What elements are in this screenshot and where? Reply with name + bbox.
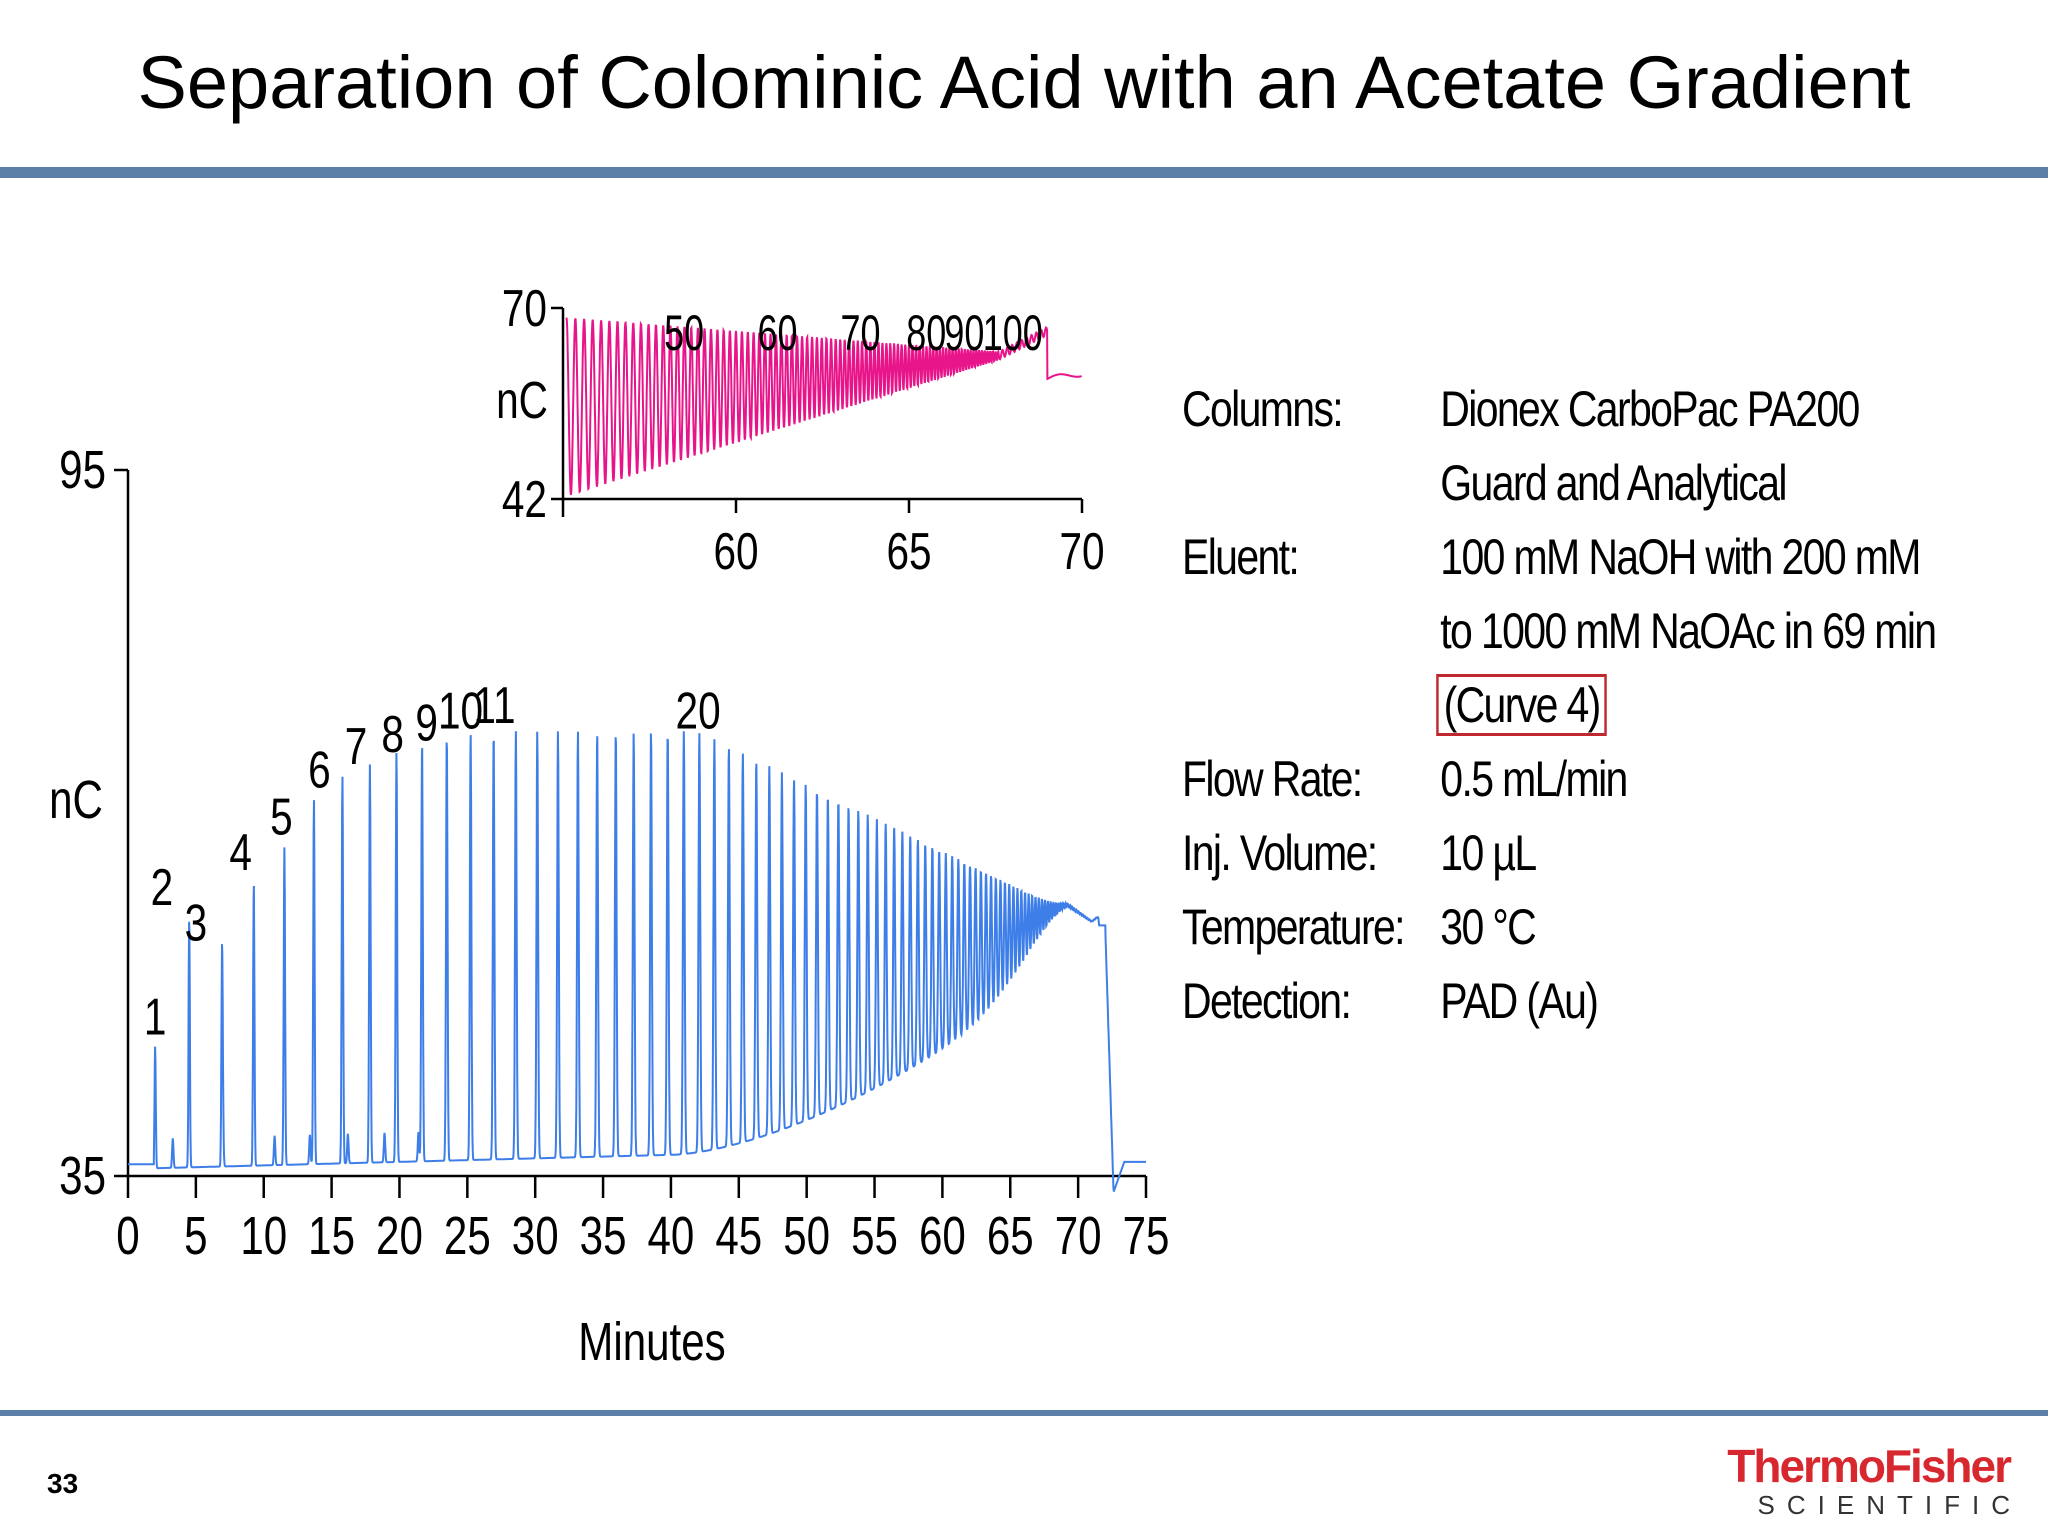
condition-label: Columns: — [1182, 381, 1344, 437]
x-tick-label: 25 — [444, 1206, 491, 1266]
condition-value: 30 °C — [1440, 890, 1536, 964]
condition-row: Inj. Volume: 10 µL — [1182, 816, 1863, 890]
x-tick-label: 60 — [919, 1206, 966, 1266]
condition-row: Eluent: 100 mM NaOH with 200 mM to 1000 mM… — [1182, 520, 1937, 742]
condition-line: 10 µL — [1440, 825, 1537, 881]
condition-row: Temperature: 30 °C — [1182, 890, 1863, 964]
condition-value: Dionex CarboPac PA200 Guard and Analytica… — [1440, 372, 1860, 520]
condition-line: 30 °C — [1440, 899, 1536, 955]
condition-line: PAD (Au) — [1440, 973, 1599, 1029]
peak-label: 7 — [345, 717, 368, 775]
x-tick-label: 10 — [240, 1206, 287, 1266]
inset-y-tick-label: 70 — [502, 279, 547, 337]
condition-label: Temperature: — [1182, 899, 1406, 955]
inset-x-tick-label: 70 — [1059, 522, 1104, 580]
x-tick-label: 40 — [648, 1206, 695, 1266]
y-tick-label: 95 — [59, 440, 106, 500]
chromatogram-trace — [128, 731, 1146, 1192]
inset-peak-label: 90 — [944, 306, 984, 361]
peak-label: 11 — [473, 676, 515, 734]
y-axis-label: nC — [49, 770, 103, 830]
y-tick-label: 35 — [59, 1146, 106, 1206]
condition-row: Detection: PAD (Au) — [1182, 964, 1863, 1038]
x-tick-label: 20 — [376, 1206, 423, 1266]
inset-peak-label: 60 — [758, 306, 798, 361]
condition-label: Detection: — [1182, 973, 1352, 1029]
footer-rule — [0, 1410, 2048, 1416]
thermo-fisher-logo: ThermoFisher SCIENTIFIC — [1720, 1440, 2012, 1520]
condition-line: (Curve 4) — [1436, 668, 1935, 742]
peak-label: 5 — [270, 788, 293, 846]
condition-row: Flow Rate: 0.5 mL/min — [1182, 742, 1863, 816]
inset-x-tick-label: 60 — [713, 522, 758, 580]
logo-wordmark: ThermoFisher — [1727, 1440, 2012, 1492]
condition-row: Columns: Dionex CarboPac PA200 Guard and A… — [1182, 372, 1863, 520]
condition-label: Flow Rate: — [1182, 751, 1363, 807]
condition-value: PAD (Au) — [1440, 964, 1599, 1038]
x-tick-label: 55 — [851, 1206, 898, 1266]
x-tick-label: 15 — [308, 1206, 355, 1266]
slide-title: Separation of Colominic Acid with an Ace… — [137, 41, 1911, 124]
x-tick-label: 30 — [512, 1206, 559, 1266]
condition-value: 10 µL — [1440, 816, 1537, 890]
peak-label: 6 — [308, 741, 331, 799]
peak-label: 8 — [381, 705, 404, 763]
x-tick-label: 45 — [715, 1206, 762, 1266]
condition-line: Dionex CarboPac PA200 — [1440, 381, 1860, 437]
condition-line: Guard and Analytical — [1440, 455, 1787, 511]
conditions-table: Columns: Dionex CarboPac PA200 Guard and A… — [1182, 372, 1937, 1038]
condition-label: Eluent: — [1182, 529, 1300, 585]
inset-peak-label: 70 — [841, 306, 881, 361]
page-number: 33 — [47, 1468, 79, 1499]
x-tick-label: 70 — [1055, 1206, 1102, 1266]
x-tick-label: 35 — [580, 1206, 627, 1266]
peak-label: 4 — [229, 823, 252, 881]
inset-x-tick-label: 65 — [886, 522, 931, 580]
inset-y-axis-label: nC — [496, 371, 548, 429]
inset-peak-label: 80 — [906, 306, 946, 361]
title-rule — [0, 167, 2048, 178]
peak-label: 10 — [438, 682, 483, 740]
peak-label: 2 — [151, 858, 174, 916]
x-tick-label: 5 — [184, 1206, 207, 1266]
peak-label: 20 — [676, 682, 721, 740]
condition-value: 100 mM NaOH with 200 mM to 1000 mM NaOAc … — [1436, 520, 1937, 742]
x-axis-label: Minutes — [578, 1312, 725, 1372]
peak-label: 3 — [185, 894, 208, 952]
inset-trace — [565, 317, 1082, 495]
condition-value: 0.5 mL/min — [1440, 742, 1628, 816]
x-tick-label: 0 — [116, 1206, 139, 1266]
condition-line: 100 mM NaOH with 200 mM — [1440, 529, 1921, 585]
curve-highlight-box: (Curve 4) — [1436, 674, 1608, 736]
inset-peak-label: 50 — [664, 306, 704, 361]
x-tick-label: 50 — [783, 1206, 830, 1266]
condition-label: Inj. Volume: — [1182, 825, 1378, 881]
x-tick-label: 65 — [987, 1206, 1034, 1266]
condition-line: 0.5 mL/min — [1440, 751, 1628, 807]
peak-label: 1 — [144, 988, 167, 1046]
inset-y-tick-label: 42 — [502, 470, 547, 528]
peak-label: 9 — [415, 694, 438, 752]
x-tick-label: 75 — [1123, 1206, 1170, 1266]
inset-peak-label: 100 — [983, 306, 1043, 361]
logo-subtitle: SCIENTIFIC — [1757, 1490, 2022, 1520]
condition-line: to 1000 mM NaOAc in 69 min — [1440, 603, 1937, 659]
